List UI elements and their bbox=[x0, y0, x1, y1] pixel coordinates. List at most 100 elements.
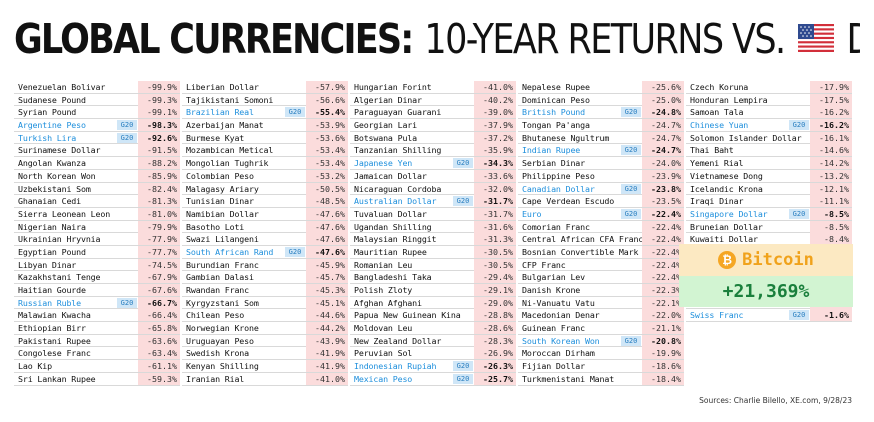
return-value: -26.9% bbox=[474, 347, 516, 360]
table-row: Burmese Kyat -53.6% bbox=[182, 131, 348, 145]
currency-name: Norwegian Krone bbox=[186, 323, 259, 334]
table-row: North Korean Won -85.9% bbox=[14, 169, 180, 183]
return-value: -53.4% bbox=[306, 157, 348, 170]
return-value: -25.7% bbox=[474, 372, 516, 385]
currency-name: Philippine Peso bbox=[522, 170, 595, 181]
currency-name: Dominican Peso bbox=[522, 94, 590, 105]
return-value: -24.7% bbox=[642, 119, 684, 132]
return-value: -48.5% bbox=[306, 195, 348, 208]
return-value: -29.0% bbox=[474, 296, 516, 309]
currency-name: Samoan Tala bbox=[690, 107, 744, 118]
g20-badge: G20 bbox=[453, 373, 473, 384]
return-value: -77.7% bbox=[138, 245, 180, 258]
currency-name: Czech Koruna bbox=[690, 82, 749, 92]
currency-name: Ghanaian Cedi bbox=[18, 196, 81, 207]
bitcoin-box: ₿ Bitcoin +21,369% bbox=[679, 244, 853, 307]
return-value: -22.4% bbox=[642, 233, 684, 246]
g20-badge: G20 bbox=[789, 208, 809, 219]
currency-name: Syrian Pound bbox=[18, 107, 77, 118]
table-row: Yemeni Rial -14.2% bbox=[686, 157, 852, 170]
currency-name: British Pound bbox=[522, 107, 585, 118]
return-value: -47.6% bbox=[306, 233, 348, 246]
return-value: -22.3% bbox=[642, 284, 684, 296]
currency-name: Angolan Kwanza bbox=[18, 158, 86, 169]
table-row: Kazakhstani Tenge -67.9% bbox=[14, 271, 180, 284]
table-row: Chilean Peso -44.6% bbox=[182, 309, 348, 323]
title-bold: GLOBAL CURRENCIES: bbox=[14, 18, 414, 62]
currency-name: Mongolian Tughrik bbox=[186, 158, 269, 169]
table-column: Liberian Dollar -57.9% Tajikistani Somoni -… bbox=[182, 81, 348, 386]
return-value: -18.4% bbox=[642, 372, 684, 385]
return-value: -11.1% bbox=[810, 195, 852, 208]
table-row: British Pound G20 -24.8% bbox=[518, 106, 684, 120]
g20-badge: G20 bbox=[453, 196, 473, 207]
table-row: Bulgarian Lev -22.4% bbox=[518, 271, 684, 284]
table-row: Serbian Dinar -24.0% bbox=[518, 157, 684, 170]
table-row: Brazilian Real G20 -55.4% bbox=[182, 106, 348, 120]
return-value: -22.4% bbox=[642, 207, 684, 220]
currency-name: Chinese Yuan bbox=[690, 120, 749, 131]
table-row: Uzbekistani Som -82.4% bbox=[14, 182, 180, 196]
return-value: -37.9% bbox=[474, 119, 516, 132]
currency-table: Venezuelan Bolivar -99.9% Sudanese Pound -9… bbox=[14, 81, 853, 388]
currency-name: Australian Dollar bbox=[354, 196, 437, 207]
return-value: -8.4% bbox=[810, 233, 852, 246]
return-value: -66.7% bbox=[138, 296, 180, 309]
table-row: Afghan Afghani -29.0% bbox=[350, 296, 516, 310]
return-value: -14.6% bbox=[810, 144, 852, 157]
return-value: -56.6% bbox=[306, 93, 348, 106]
table-row: Rwandan Franc -45.3% bbox=[182, 284, 348, 297]
currency-name: Singapore Dollar bbox=[690, 208, 768, 219]
table-row: Singapore Dollar G20 -8.5% bbox=[686, 207, 852, 221]
return-value: -16.2% bbox=[810, 106, 852, 119]
table-row: Chinese Yuan G20 -16.2% bbox=[686, 119, 852, 132]
currency-name: Bulgarian Lev bbox=[522, 272, 585, 283]
table-row: Solomon Islander Dollar -16.1% bbox=[686, 131, 852, 145]
return-value: -23.5% bbox=[642, 195, 684, 208]
table-row: Colombian Peso -53.2% bbox=[182, 169, 348, 183]
return-value: -41.0% bbox=[474, 81, 516, 93]
currency-name: Cape Verdean Escudo bbox=[522, 196, 615, 207]
currency-name: Moroccan Dirham bbox=[522, 348, 595, 359]
table-row: Malawian Kwacha -66.4% bbox=[14, 309, 180, 323]
currency-name: Kyrgyzstani Som bbox=[186, 297, 259, 308]
currency-name: Georgian Lari bbox=[354, 120, 417, 131]
currency-name: Botswana Pula bbox=[354, 132, 417, 143]
table-row: Burundian Franc -45.9% bbox=[182, 258, 348, 272]
return-value: -53.6% bbox=[306, 131, 348, 144]
currency-name: Euro bbox=[522, 208, 542, 219]
currency-name: Basotho Loti bbox=[186, 221, 245, 232]
currency-name: Peruvian Sol bbox=[354, 348, 413, 359]
return-value: -50.5% bbox=[306, 182, 348, 195]
currency-name: Chilean Peso bbox=[186, 310, 245, 321]
table-column: Hungarian Forint -41.0% Algerian Dinar -40.… bbox=[350, 81, 516, 386]
currency-name: Central African CFA Franc bbox=[522, 234, 644, 245]
title-subtitle: 10-YEAR RETURNS VS. bbox=[424, 18, 786, 62]
currency-name: Turkmenistani Manat bbox=[522, 373, 615, 384]
currency-name: Gambian Dalasi bbox=[186, 272, 254, 283]
return-value: -41.9% bbox=[306, 347, 348, 360]
table-row: Cape Verdean Escudo -23.5% bbox=[518, 195, 684, 208]
return-value: -82.4% bbox=[138, 182, 180, 195]
table-row: CFP Franc -22.4% bbox=[518, 258, 684, 272]
table-row: Guinean Franc -21.1% bbox=[518, 322, 684, 335]
currency-name: Tunisian Dinar bbox=[186, 196, 254, 207]
return-value: -30.5% bbox=[474, 258, 516, 271]
currency-name: Sri Lankan Rupee bbox=[18, 373, 96, 384]
currency-name: Turkish Lira bbox=[18, 132, 77, 143]
return-value: -35.9% bbox=[474, 144, 516, 157]
currency-name: Ukrainian Hryvnia bbox=[18, 234, 101, 245]
table-row: Bruneian Dollar -8.5% bbox=[686, 220, 852, 234]
currency-name: Bangladeshi Taka bbox=[354, 272, 432, 283]
return-value: -31.7% bbox=[474, 195, 516, 208]
table-row: Haitian Gourde -67.6% bbox=[14, 284, 180, 297]
bitcoin-label: Bitcoin bbox=[742, 250, 814, 270]
currency-name: Rwandan Franc bbox=[186, 285, 249, 295]
bitcoin-value: +21,369% bbox=[679, 276, 853, 307]
table-row: Danish Krone -22.3% bbox=[518, 284, 684, 297]
currency-name: Jamaican Dollar bbox=[354, 170, 427, 181]
currency-name: Mauritian Rupee bbox=[354, 246, 427, 257]
table-column: Nepalese Rupee -25.6% Dominican Peso -25.0%… bbox=[518, 81, 684, 386]
table-row: Tongan Pa'anga -24.7% bbox=[518, 119, 684, 132]
table-row: Uruguayan Peso -43.9% bbox=[182, 334, 348, 348]
